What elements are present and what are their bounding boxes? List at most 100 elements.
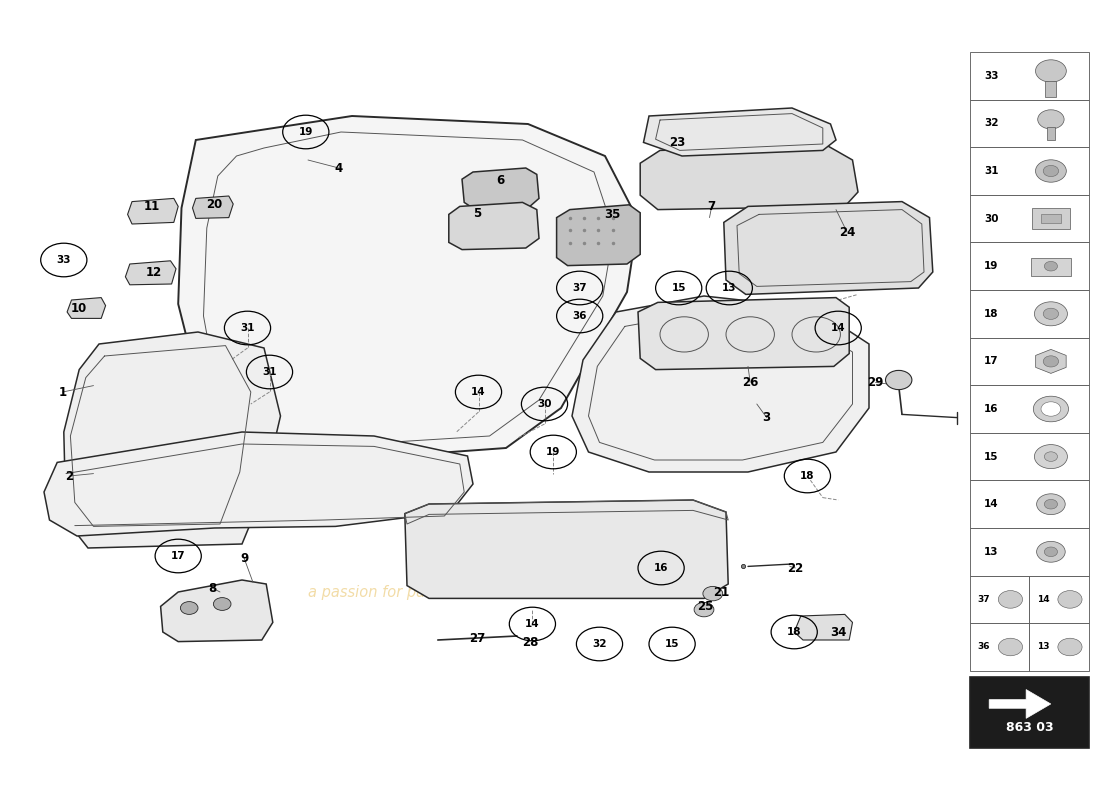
Polygon shape [638,298,849,370]
Circle shape [213,598,231,610]
Bar [970,528,1089,575]
Text: 7: 7 [707,200,716,213]
Text: 9: 9 [240,552,249,565]
Text: 15: 15 [671,283,686,293]
Polygon shape [125,261,176,285]
Text: 20: 20 [207,198,222,210]
Circle shape [1058,590,1082,608]
Bar [1032,208,1069,229]
Bar [970,433,1089,480]
Text: 5: 5 [473,207,482,220]
Text: 36: 36 [572,311,587,321]
Bar [970,576,1030,623]
Polygon shape [405,500,728,598]
Text: 31: 31 [240,323,255,333]
Circle shape [1043,308,1058,319]
Text: 13: 13 [722,283,737,293]
Polygon shape [1036,350,1066,374]
Text: 37: 37 [572,283,587,293]
Polygon shape [724,202,933,294]
Text: 21: 21 [714,586,729,598]
Text: 19: 19 [984,261,999,271]
Bar [1030,623,1089,670]
Text: 14: 14 [1037,595,1049,604]
Text: 863 03: 863 03 [1005,722,1054,734]
Circle shape [1035,160,1066,182]
Text: 11: 11 [144,200,159,213]
Text: 15: 15 [984,451,999,462]
Circle shape [1043,356,1058,367]
Text: 18: 18 [800,471,815,481]
Text: 14: 14 [525,619,540,629]
Polygon shape [462,168,539,210]
Text: 10: 10 [72,302,87,314]
Polygon shape [644,108,836,156]
Bar [970,100,1089,147]
Circle shape [703,586,723,601]
Text: 16: 16 [653,563,669,573]
Circle shape [886,370,912,390]
Text: 23: 23 [670,136,685,149]
Polygon shape [640,146,858,210]
Text: 33: 33 [56,255,72,265]
Text: 17: 17 [170,551,186,561]
Circle shape [1044,452,1057,462]
Polygon shape [178,116,638,460]
Text: 2: 2 [65,470,74,482]
Text: 1: 1 [58,386,67,398]
Text: 16: 16 [984,404,999,414]
Text: 18: 18 [984,309,999,318]
Bar [1046,127,1055,140]
Polygon shape [128,198,178,224]
Text: 19: 19 [546,447,561,457]
Polygon shape [572,296,869,472]
Polygon shape [161,580,273,642]
Text: 24: 24 [839,226,855,238]
Bar [970,623,1030,670]
Bar [970,52,1089,100]
Text: 14: 14 [984,499,999,509]
Polygon shape [449,202,539,250]
Polygon shape [64,332,280,548]
Bar [1031,258,1070,276]
Polygon shape [989,690,1050,718]
Bar [1045,81,1056,97]
Circle shape [694,602,714,617]
Circle shape [1034,302,1067,326]
Bar [970,338,1089,385]
Text: 31: 31 [262,367,277,377]
Text: 13: 13 [1037,642,1049,651]
Text: 8: 8 [208,582,217,594]
Polygon shape [67,298,106,318]
Bar [970,290,1089,338]
Circle shape [1037,110,1064,129]
Text: 37: 37 [978,595,990,604]
Circle shape [1044,547,1057,557]
Circle shape [1044,262,1057,271]
Circle shape [1036,494,1065,514]
Bar [970,194,1089,242]
Text: 36: 36 [978,642,990,651]
Text: 30: 30 [984,214,999,223]
Circle shape [1058,638,1082,656]
Circle shape [1043,166,1058,177]
Bar [1041,214,1060,223]
Text: 31: 31 [984,166,999,176]
Text: 28: 28 [522,636,538,649]
Circle shape [999,590,1023,608]
Bar [970,242,1089,290]
Bar [970,147,1089,195]
Text: 4: 4 [334,162,343,174]
Polygon shape [192,196,233,218]
Polygon shape [44,432,473,536]
Circle shape [1034,445,1067,469]
Bar [970,385,1089,433]
Text: 12: 12 [146,266,162,278]
Text: 25: 25 [697,600,713,613]
Text: 3: 3 [762,411,771,424]
Text: ET
KA: ET KA [255,270,449,530]
Text: 35: 35 [605,208,620,221]
Circle shape [1036,542,1065,562]
Text: 22: 22 [788,562,803,574]
Bar [970,480,1089,528]
